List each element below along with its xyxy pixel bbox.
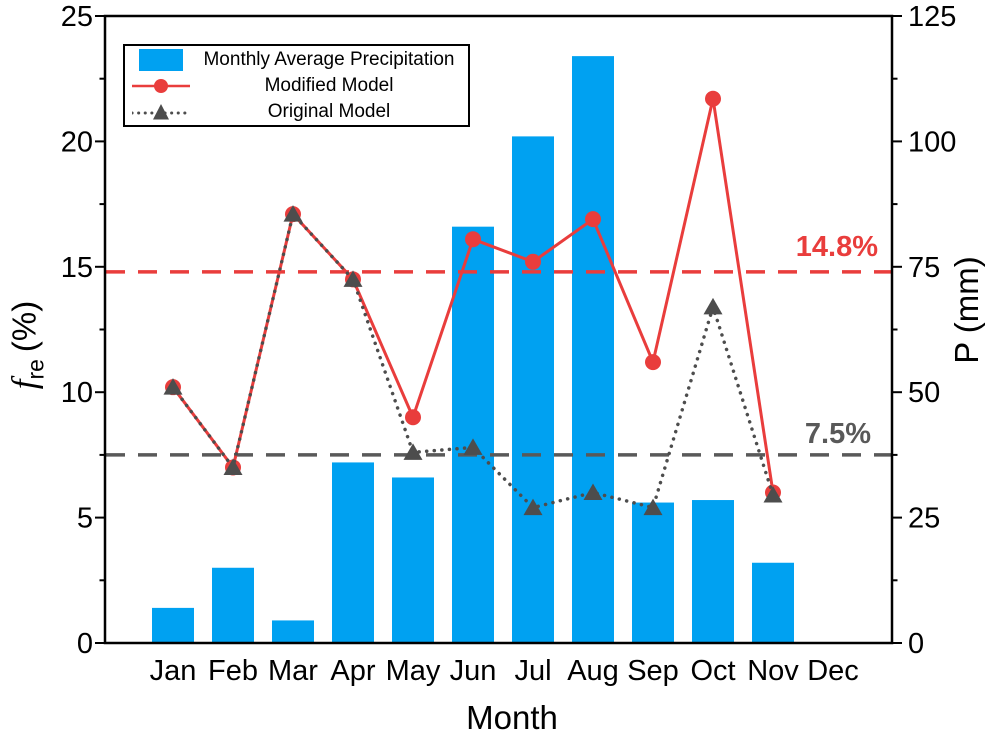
month-label-apr: Apr [330, 655, 375, 687]
original-point-jul [523, 498, 543, 516]
modified-point-jun [465, 231, 481, 248]
left-tick-label-15: 15 [61, 252, 93, 284]
month-label-nov: Nov [747, 655, 799, 687]
right-tick-label-100: 100 [908, 126, 956, 158]
right-tick-label-75: 75 [908, 252, 940, 284]
legend-label-original-model: Original Model [267, 100, 391, 122]
precipitation-swatch [139, 48, 183, 71]
bar-jun [452, 226, 494, 643]
upper-threshold-label: 14.8% [795, 231, 878, 263]
modified-point-oct [705, 90, 721, 107]
legend-label-modified-model: Modified Model [264, 74, 394, 96]
right-tick-label-50: 50 [908, 377, 940, 409]
original-point-aug [583, 483, 603, 501]
legend-item-precipitation: Monthly Average Precipitation [125, 47, 468, 72]
month-label-dec: Dec [807, 655, 859, 687]
month-label-aug: Aug [567, 655, 619, 687]
original-point-nov [763, 486, 783, 503]
bar-feb [212, 567, 254, 643]
month-label-feb: Feb [208, 655, 258, 687]
left-axis-title: fre (%) [5, 301, 50, 390]
month-label-oct: Oct [690, 655, 735, 687]
month-label-may: May [386, 655, 441, 687]
left-tick-label-20: 20 [61, 126, 93, 158]
right-axis-title: P (mm) [948, 256, 985, 364]
left-axis-unit: (%) [5, 300, 43, 353]
original-point-sep [643, 498, 663, 516]
original-point-oct [703, 297, 723, 315]
modified-point-jul [525, 253, 541, 270]
plot-frame [103, 14, 894, 645]
modified-point-aug [585, 211, 601, 228]
bar-sep [632, 502, 674, 643]
left-tick-label-5: 5 [77, 503, 93, 535]
bar-jul [512, 136, 554, 643]
left-tick-label-10: 10 [61, 377, 93, 409]
original-point-apr [343, 270, 363, 287]
bar-may [392, 477, 434, 643]
original-point-jun [463, 438, 483, 455]
bar-apr [332, 462, 374, 643]
bar-nov [752, 562, 794, 643]
month-label-jul: Jul [514, 655, 551, 687]
legend-label-precipitation: Monthly Average Precipitation [203, 48, 455, 70]
original-point-mar [283, 205, 303, 222]
month-label-jun: Jun [450, 655, 497, 687]
right-tick-label-125: 125 [908, 1, 956, 33]
left-tick-label-0: 0 [77, 628, 93, 660]
fre-subscript: re [22, 359, 49, 380]
right-tick-label-25: 25 [908, 503, 940, 535]
bar-mar [272, 620, 314, 643]
lower-threshold-label: 7.5% [804, 418, 871, 450]
legend-item-original-model: Original Model [125, 99, 468, 124]
legend-item-modified-model: Modified Model [125, 73, 468, 98]
original-point-may [403, 443, 423, 460]
original-model-line-icon [132, 100, 190, 124]
original-point-feb [223, 458, 243, 475]
modified-point-may [405, 409, 421, 426]
original-sample-marker [153, 103, 169, 119]
month-label-sep: Sep [627, 655, 679, 687]
bar-aug [572, 56, 614, 644]
right-tick-label-0: 0 [908, 628, 924, 660]
bar-jan [152, 607, 194, 643]
original-point-jan [163, 378, 183, 395]
fre-symbol: f [4, 379, 44, 390]
legend: Monthly Average Precipitation Modified M… [123, 44, 470, 127]
modified-point-sep [645, 354, 661, 371]
precipitation-swatch-icon [132, 48, 190, 72]
bar-oct [692, 500, 734, 643]
month-label-jan: Jan [150, 655, 197, 687]
month-label-mar: Mar [268, 655, 318, 687]
modified-model-line-icon [132, 74, 190, 98]
modified-sample-marker [154, 78, 168, 93]
left-tick-label-25: 25 [61, 1, 93, 33]
x-axis-title: Month [466, 699, 558, 736]
